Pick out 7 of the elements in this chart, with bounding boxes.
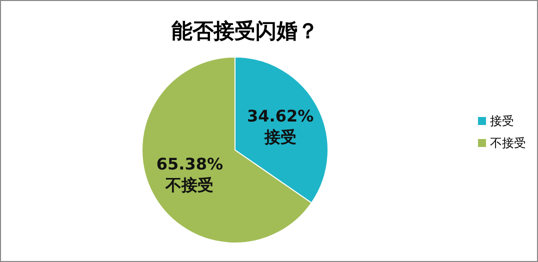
data-label: 34.62%: [246, 106, 314, 126]
legend-label: 不接受: [490, 136, 526, 150]
legend-label: 接受: [490, 114, 514, 128]
slice-label: 接受: [263, 128, 296, 147]
slice-label: 不接受: [164, 175, 214, 194]
chart-title: 能否接受闪婚？: [172, 19, 318, 43]
data-label: 65.38%: [156, 154, 224, 174]
